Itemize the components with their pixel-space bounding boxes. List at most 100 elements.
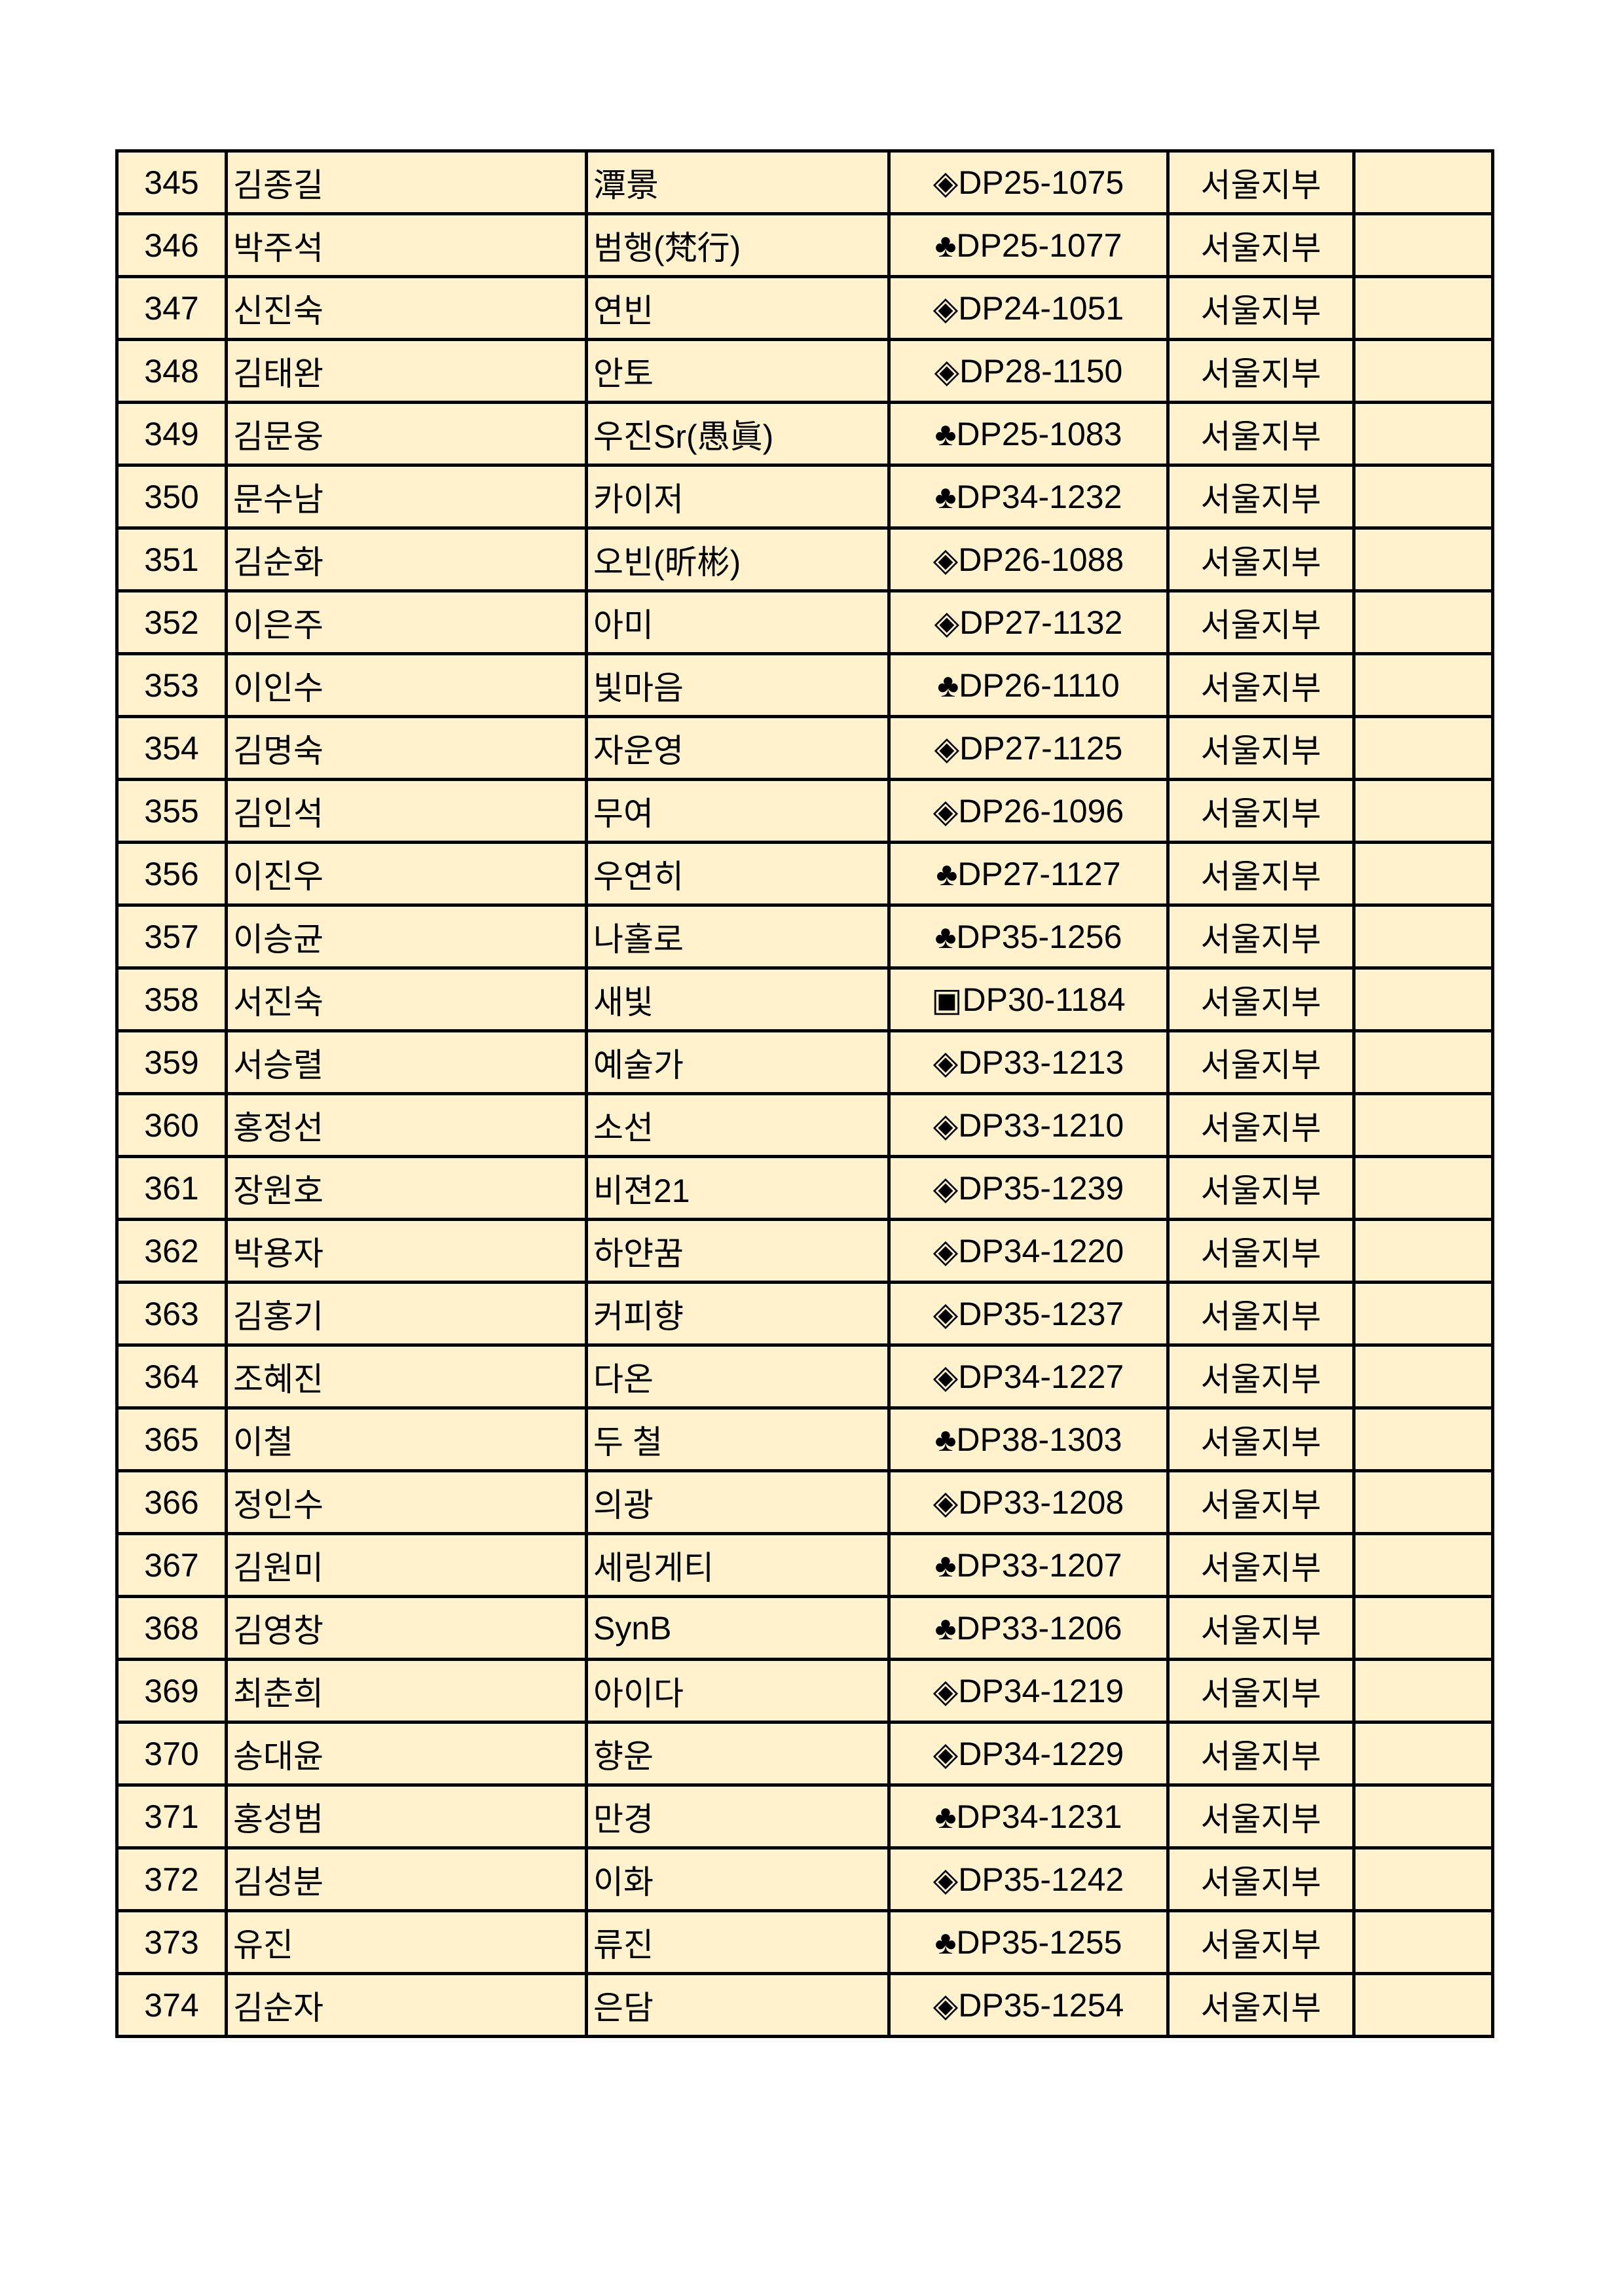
cell-code: ▣DP30-1184 [887, 966, 1170, 1032]
cell-nick: 빛마음 [585, 652, 891, 718]
cell-name: 박주석 [225, 212, 588, 278]
table-row: 360 홍정선 소선 ◈DP33-1210 서울지부 [115, 1092, 1494, 1158]
cell-code: ♣DP26-1110 [887, 652, 1170, 718]
member-table: 345 김종길 潭景 ◈DP25-1075 서울지부 346 박주석 범행(梵行) ♣DP25-… [115, 149, 1494, 2038]
cell-code: ◈DP26-1088 [887, 526, 1170, 592]
cell-no: 352 [115, 589, 228, 655]
cell-no: 365 [115, 1406, 228, 1472]
cell-no: 366 [115, 1469, 228, 1535]
cell-nick: 아이다 [585, 1658, 891, 1724]
cell-note [1352, 841, 1494, 907]
cell-no: 345 [115, 149, 228, 215]
cell-name: 최춘희 [225, 1658, 588, 1724]
cell-no: 356 [115, 841, 228, 907]
cell-nick: 예술가 [585, 1029, 891, 1095]
cell-branch: 서울지부 [1166, 589, 1356, 655]
cell-note [1352, 1281, 1494, 1347]
cell-no: 367 [115, 1532, 228, 1598]
cell-note [1352, 903, 1494, 970]
cell-code: ◈DP34-1229 [887, 1721, 1170, 1787]
cell-code: ♣DP38-1303 [887, 1406, 1170, 1472]
cell-name: 이진우 [225, 841, 588, 907]
cell-note [1352, 715, 1494, 781]
cell-note [1352, 1721, 1494, 1787]
table-row: 347 신진숙 연빈 ◈DP24-1051 서울지부 [115, 275, 1494, 341]
cell-no: 368 [115, 1595, 228, 1661]
cell-nick: 안토 [585, 338, 891, 404]
cell-branch: 서울지부 [1166, 1092, 1356, 1158]
cell-branch: 서울지부 [1166, 1029, 1356, 1095]
table-row: 369 최춘희 아이다 ◈DP34-1219 서울지부 [115, 1658, 1494, 1724]
cell-branch: 서울지부 [1166, 715, 1356, 781]
cell-name: 홍정선 [225, 1092, 588, 1158]
cell-nick: 만경 [585, 1783, 891, 1850]
cell-note [1352, 1658, 1494, 1724]
cell-note [1352, 1783, 1494, 1850]
cell-branch: 서울지부 [1166, 652, 1356, 718]
table-row: 362 박용자 하얀꿈 ◈DP34-1220 서울지부 [115, 1218, 1494, 1284]
cell-no: 350 [115, 464, 228, 530]
cell-branch: 서울지부 [1166, 1155, 1356, 1221]
cell-name: 이승균 [225, 903, 588, 970]
cell-branch: 서울지부 [1166, 338, 1356, 404]
cell-branch: 서울지부 [1166, 966, 1356, 1032]
cell-code: ◈DP28-1150 [887, 338, 1170, 404]
cell-branch: 서울지부 [1166, 1532, 1356, 1598]
table-row: 353 이인수 빛마음 ♣DP26-1110 서울지부 [115, 652, 1494, 718]
cell-note [1352, 652, 1494, 718]
cell-no: 359 [115, 1029, 228, 1095]
table-row: 350 문수남 카이저 ♣DP34-1232 서울지부 [115, 464, 1494, 530]
cell-note [1352, 1155, 1494, 1221]
cell-name: 박용자 [225, 1218, 588, 1284]
cell-note [1352, 1595, 1494, 1661]
cell-no: 361 [115, 1155, 228, 1221]
cell-name: 이은주 [225, 589, 588, 655]
cell-name: 김태완 [225, 338, 588, 404]
cell-no: 362 [115, 1218, 228, 1284]
cell-name: 정인수 [225, 1469, 588, 1535]
cell-no: 369 [115, 1658, 228, 1724]
cell-note [1352, 1343, 1494, 1410]
cell-nick: 하얀꿈 [585, 1218, 891, 1284]
cell-code: ◈DP33-1213 [887, 1029, 1170, 1095]
cell-name: 장원호 [225, 1155, 588, 1221]
cell-name: 김문웅 [225, 401, 588, 467]
cell-code: ♣DP35-1255 [887, 1909, 1170, 1975]
cell-name: 김성분 [225, 1846, 588, 1912]
cell-no: 360 [115, 1092, 228, 1158]
cell-code: ◈DP27-1132 [887, 589, 1170, 655]
cell-code: ◈DP24-1051 [887, 275, 1170, 341]
cell-no: 373 [115, 1909, 228, 1975]
cell-branch: 서울지부 [1166, 464, 1356, 530]
cell-code: ◈DP35-1242 [887, 1846, 1170, 1912]
cell-nick: 나홀로 [585, 903, 891, 970]
cell-code: ◈DP35-1254 [887, 1972, 1170, 2038]
table-row: 352 이은주 아미 ◈DP27-1132 서울지부 [115, 589, 1494, 655]
cell-no: 371 [115, 1783, 228, 1850]
table-row: 357 이승균 나홀로 ♣DP35-1256 서울지부 [115, 903, 1494, 970]
cell-branch: 서울지부 [1166, 526, 1356, 592]
cell-code: ◈DP25-1075 [887, 149, 1170, 215]
cell-name: 조혜진 [225, 1343, 588, 1410]
cell-no: 348 [115, 338, 228, 404]
cell-nick: 세링게티 [585, 1532, 891, 1598]
table-row: 364 조혜진 다온 ◈DP34-1227 서울지부 [115, 1343, 1494, 1410]
cell-nick: 무여 [585, 778, 891, 844]
cell-branch: 서울지부 [1166, 1343, 1356, 1410]
cell-name: 김홍기 [225, 1281, 588, 1347]
cell-name: 유진 [225, 1909, 588, 1975]
cell-no: 370 [115, 1721, 228, 1787]
cell-name: 김원미 [225, 1532, 588, 1598]
cell-no: 357 [115, 903, 228, 970]
cell-name: 문수남 [225, 464, 588, 530]
cell-code: ♣DP33-1207 [887, 1532, 1170, 1598]
table-row: 372 김성분 이화 ◈DP35-1242 서울지부 [115, 1846, 1494, 1912]
cell-branch: 서울지부 [1166, 1281, 1356, 1347]
cell-note [1352, 1972, 1494, 2038]
table-row: 359 서승렬 예술가 ◈DP33-1213 서울지부 [115, 1029, 1494, 1095]
table-row: 354 김명숙 자운영 ◈DP27-1125 서울지부 [115, 715, 1494, 781]
cell-nick: 우연히 [585, 841, 891, 907]
cell-no: 354 [115, 715, 228, 781]
cell-name: 신진숙 [225, 275, 588, 341]
cell-branch: 서울지부 [1166, 1846, 1356, 1912]
